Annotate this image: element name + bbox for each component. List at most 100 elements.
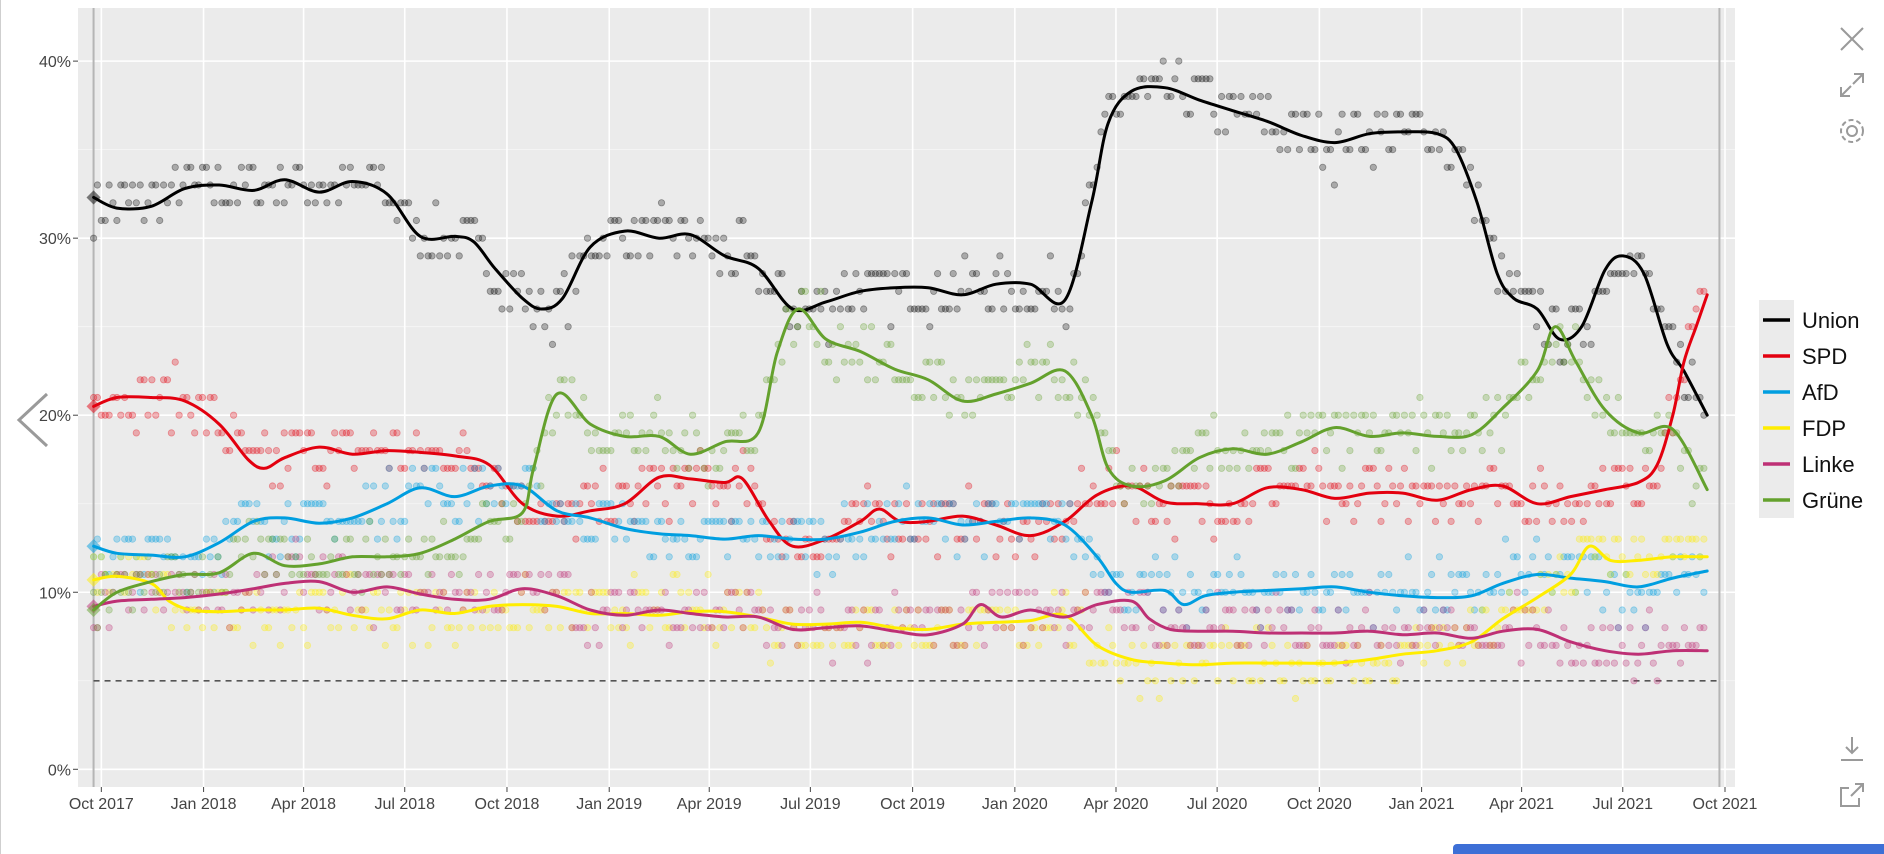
poll-point-grüne: [669, 446, 677, 455]
bottom-panel-tab[interactable]: [1453, 844, 1884, 854]
share-icon[interactable]: [1835, 778, 1869, 812]
poll-point-afd: [782, 553, 790, 561]
poll-point-afd: [148, 535, 156, 543]
poll-point-afd: [642, 517, 650, 526]
poll-point-linke: [1470, 624, 1479, 632]
poll-point-afd: [253, 500, 261, 508]
poll-point-grüne: [1358, 411, 1366, 419]
poll-point-spd: [1358, 482, 1366, 490]
poll-point-afd: [1081, 553, 1090, 561]
poll-point-fdp: [1050, 588, 1058, 596]
poll-point-spd: [1346, 482, 1354, 490]
poll-point-spd: [1015, 535, 1023, 543]
poll-point-spd: [455, 446, 463, 455]
poll-point-spd: [1556, 482, 1564, 490]
poll-point-union: [506, 305, 514, 313]
poll-point-spd: [1466, 500, 1475, 508]
poll-point-afd: [809, 517, 817, 526]
poll-point-union: [183, 163, 191, 171]
poll-point-union: [836, 305, 845, 313]
chevron-left-icon[interactable]: [13, 390, 53, 450]
poll-point-linke: [509, 570, 518, 579]
poll-point-union: [401, 199, 409, 207]
poll-point-grüne: [1225, 464, 1233, 472]
poll-point-afd: [576, 517, 584, 526]
poll-point-spd: [653, 482, 662, 490]
poll-point-spd: [673, 482, 681, 490]
poll-point-union: [1575, 305, 1584, 313]
download-icon[interactable]: [1835, 732, 1869, 766]
poll-point-union: [1443, 163, 1451, 171]
poll-point-union: [245, 163, 253, 171]
expand-icon[interactable]: [1835, 68, 1869, 102]
poll-point-grüne: [572, 411, 580, 419]
poll-point-grüne: [1167, 482, 1175, 490]
poll-point-afd: [1066, 500, 1074, 508]
poll-point-linke: [362, 570, 370, 579]
poll-point-union: [1206, 75, 1214, 83]
x-tick-label: Oct 2018: [475, 796, 540, 813]
poll-point-grüne: [918, 393, 926, 402]
poll-point-grüne: [941, 393, 950, 402]
poll-point-union: [478, 234, 487, 242]
poll-point-spd: [895, 535, 903, 543]
election-result-marker-fdp: [86, 572, 101, 587]
poll-point-grüne: [315, 570, 323, 579]
poll-point-union: [937, 305, 946, 313]
poll-point-fdp: [1529, 606, 1537, 614]
poll-point-union: [1466, 163, 1475, 171]
poll-point-afd: [813, 570, 821, 579]
poll-point-linke: [482, 588, 490, 596]
poll-point-linke: [1622, 659, 1630, 667]
poll-point-fdp: [661, 624, 669, 632]
poll-point-union: [564, 323, 572, 331]
poll-point-linke: [1673, 641, 1681, 650]
poll-point-grüne: [1179, 446, 1187, 455]
poll-point-afd: [793, 517, 802, 526]
poll-point-afd: [1097, 570, 1105, 579]
close-icon[interactable]: [1835, 22, 1869, 56]
poll-point-linke: [1015, 588, 1023, 596]
poll-point-fdp: [976, 606, 985, 614]
poll-point-grüne: [1210, 411, 1218, 419]
poll-point-grüne: [1330, 411, 1339, 419]
poll-point-fdp: [346, 570, 354, 579]
poll-point-afd: [241, 500, 249, 508]
poll-point-afd: [926, 500, 934, 508]
poll-point-spd: [268, 482, 277, 490]
poll-point-fdp: [529, 606, 537, 614]
poll-point-spd: [272, 446, 280, 455]
poll-point-fdp: [148, 570, 156, 579]
poll-point-grüne: [136, 570, 144, 579]
poll-point-union: [860, 305, 868, 313]
poll-point-afd: [626, 517, 634, 526]
poll-point-union: [1470, 216, 1479, 225]
poll-point-grüne: [630, 446, 638, 455]
poll-point-spd: [1439, 500, 1447, 508]
poll-point-grüne: [782, 305, 790, 313]
poll-point-spd: [1112, 446, 1121, 455]
poll-point-fdp: [471, 588, 479, 596]
poll-point-linke: [163, 588, 172, 596]
poll-point-fdp: [1595, 535, 1603, 543]
poll-point-linke: [848, 606, 856, 614]
poll-point-fdp: [408, 641, 417, 650]
poll-point-grüne: [933, 358, 942, 366]
poll-point-union: [338, 163, 347, 171]
poll-point-union: [902, 269, 911, 278]
poll-point-afd: [1603, 588, 1611, 596]
poll-point-spd: [202, 429, 210, 437]
poll-point-linke: [844, 606, 852, 614]
poll-point-afd: [156, 535, 164, 543]
poll-point-afd: [1023, 500, 1031, 508]
poll-point-fdp: [1023, 641, 1031, 650]
poll-point-afd: [902, 482, 911, 490]
poll-point-union: [1031, 305, 1039, 313]
poll-point-afd: [1606, 570, 1615, 579]
poll-point-linke: [187, 588, 195, 596]
poll-point-union: [1684, 393, 1692, 402]
poll-point-afd: [1614, 624, 1622, 632]
poll-point-fdp: [443, 624, 452, 632]
poll-point-spd: [681, 464, 689, 472]
gear-icon[interactable]: [1835, 114, 1869, 148]
